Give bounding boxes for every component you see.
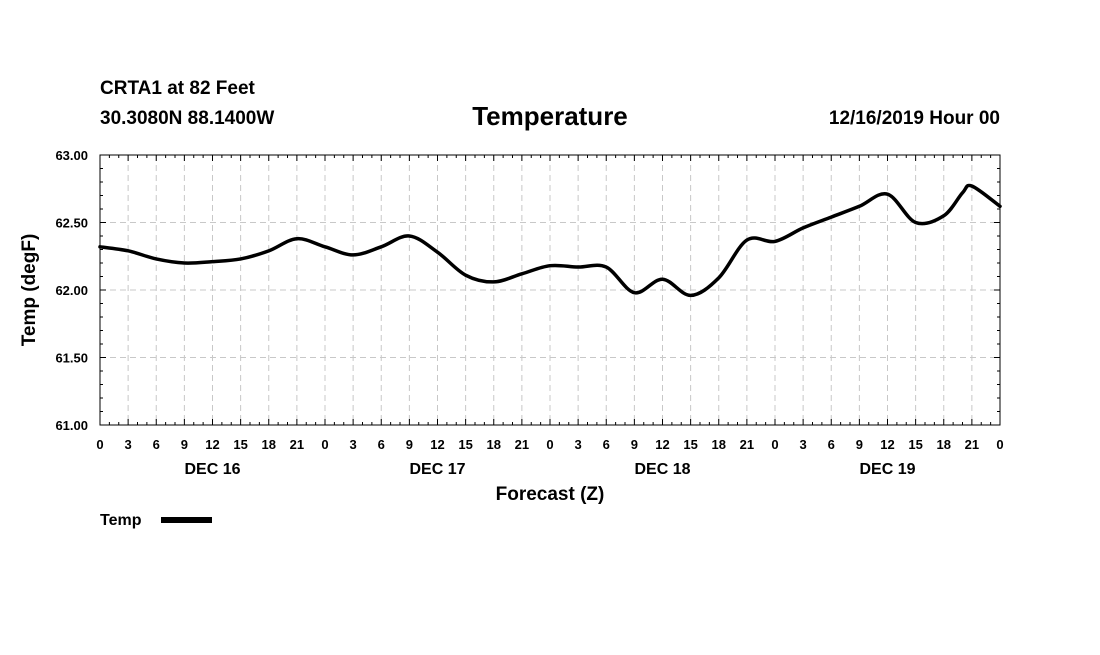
x-tick-label: 18: [712, 437, 726, 452]
x-tick-label: 9: [406, 437, 413, 452]
x-axis-title: Forecast (Z): [496, 484, 605, 505]
legend-label: Temp: [100, 512, 142, 529]
x-tick-label: 6: [603, 437, 610, 452]
y-tick-label: 61.50: [55, 351, 88, 366]
axes: 0 3 6 9 12 15 18 21 0 3 6 9 12 15 18 21 0 3 6 9 12 15 18 21 0 3 6 9…: [55, 148, 1003, 478]
chart-title: Temperature: [472, 101, 628, 131]
x-tick-label: 6: [828, 437, 835, 452]
x-tick-label: 12: [205, 437, 219, 452]
x-tick-label: 3: [125, 437, 132, 452]
x-tick-label: 18: [262, 437, 276, 452]
day-label: DEC 19: [859, 461, 915, 478]
x-tick-label: 15: [908, 437, 922, 452]
coordinates-label: 30.3080N 88.1400W: [100, 108, 274, 129]
x-tick-label: 6: [378, 437, 385, 452]
x-tick-label: 21: [515, 437, 529, 452]
x-tick-label: 3: [800, 437, 807, 452]
x-tick-label: 15: [233, 437, 247, 452]
x-tick-label: 3: [575, 437, 582, 452]
day-label: DEC 17: [409, 461, 465, 478]
x-tick-label: 15: [683, 437, 697, 452]
y-tick-label: 63.00: [55, 148, 88, 163]
x-tick-label: 0: [771, 437, 778, 452]
y-tick-label: 62.50: [55, 216, 88, 231]
x-tick-label: 0: [96, 437, 103, 452]
day-label: DEC 16: [184, 461, 240, 478]
x-tick-label: 12: [655, 437, 669, 452]
legend: Temp: [100, 512, 212, 529]
y-tick-label: 61.00: [55, 418, 88, 433]
x-tick-label: 0: [321, 437, 328, 452]
y-axis-title: Temp (degF): [19, 234, 40, 347]
grid-lines: [100, 155, 1000, 425]
x-tick-label: 6: [153, 437, 160, 452]
forecast-datetime: 12/16/2019 Hour 00: [829, 108, 1000, 129]
x-tick-label: 0: [546, 437, 553, 452]
temp-series-line: [98, 183, 1002, 298]
x-tick-label: 18: [487, 437, 501, 452]
x-tick-label: 21: [290, 437, 304, 452]
x-tick-label: 21: [740, 437, 754, 452]
x-tick-label: 9: [856, 437, 863, 452]
day-label: DEC 18: [634, 461, 690, 478]
x-tick-label: 0: [996, 437, 1003, 452]
x-tick-label: 9: [631, 437, 638, 452]
x-tick-label: 21: [965, 437, 979, 452]
y-tick-label: 62.00: [55, 283, 88, 298]
x-tick-label: 18: [937, 437, 951, 452]
x-tick-label: 9: [181, 437, 188, 452]
series-layer: [98, 183, 1002, 298]
x-tick-label: 12: [880, 437, 894, 452]
x-tick-label: 3: [350, 437, 357, 452]
x-tick-label: 12: [430, 437, 444, 452]
station-label: CRTA1 at 82 Feet: [100, 78, 256, 99]
x-tick-label: 15: [458, 437, 472, 452]
